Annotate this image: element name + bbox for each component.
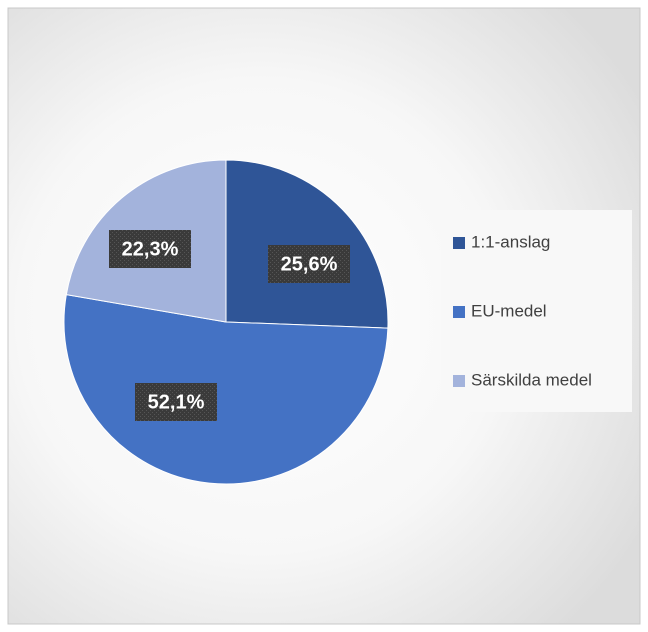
pie-slice [225, 159, 389, 329]
legend-swatch [453, 306, 465, 318]
value-label: 52,1% [148, 391, 205, 413]
legend-label: EU-medel [471, 301, 547, 320]
value-label-box [135, 383, 217, 421]
legend-swatch [453, 375, 465, 387]
legend-box [441, 210, 632, 412]
legend-swatch [453, 237, 465, 249]
value-label: 22,3% [122, 238, 179, 260]
value-label: 25,6% [281, 253, 338, 275]
pie-slice [63, 294, 389, 485]
value-label-box [268, 245, 350, 283]
legend-label: 1:1-anslag [471, 232, 550, 251]
legend-label: Särskilda medel [471, 370, 592, 389]
value-label-box [109, 230, 191, 268]
